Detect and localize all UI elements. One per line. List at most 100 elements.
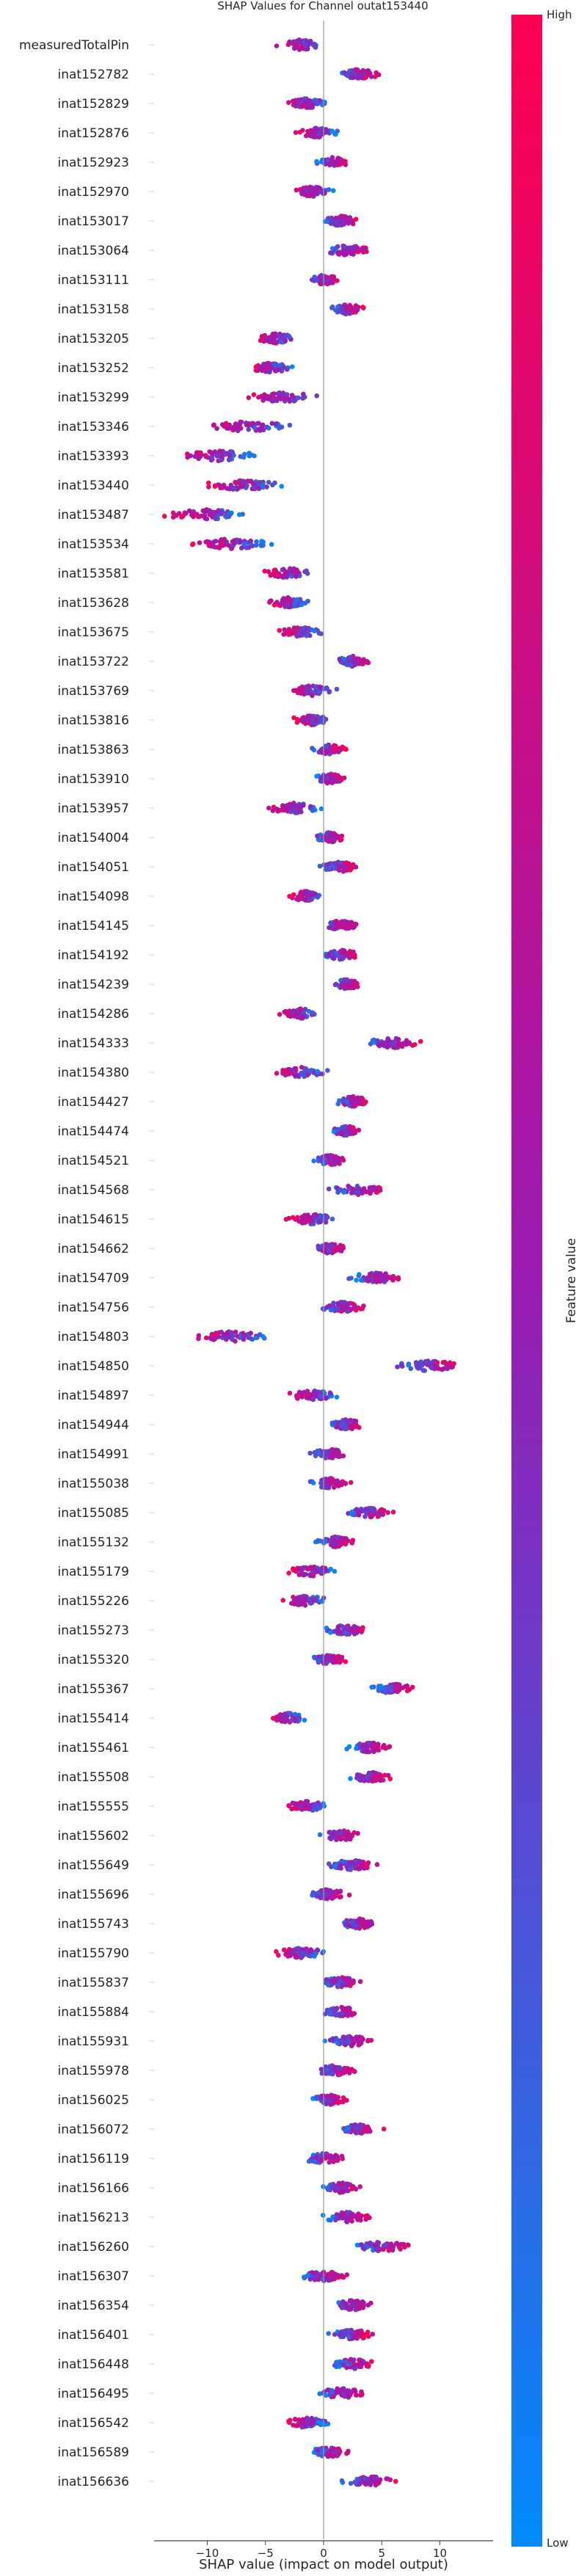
shap-point	[161, 514, 167, 519]
shap-point	[429, 1365, 434, 1370]
shap-point	[338, 1862, 343, 1868]
shap-point	[338, 1836, 343, 1842]
shap-point	[324, 1449, 329, 1455]
shap-point	[340, 1624, 346, 1629]
shap-point	[213, 539, 219, 544]
feature-label: inat155602	[58, 1829, 129, 1844]
feature-row-points	[326, 1183, 383, 1197]
shap-point	[368, 74, 374, 79]
shap-point	[302, 1717, 307, 1723]
shap-point	[301, 1565, 307, 1571]
shap-point	[353, 217, 359, 222]
shap-point	[313, 277, 319, 283]
shap-point	[357, 1917, 362, 1923]
shap-point	[351, 2335, 357, 2340]
feature-row-points	[293, 125, 340, 139]
feature-label: inat154145	[58, 919, 129, 934]
shap-point	[197, 454, 203, 459]
shap-point	[361, 1303, 366, 1309]
shap-point	[264, 336, 270, 342]
shap-point	[338, 1655, 343, 1660]
feature-label: inat156636	[58, 2475, 129, 2489]
shap-point	[354, 1098, 359, 1104]
shap-point	[327, 2160, 332, 2165]
feature-label: inat153299	[58, 390, 129, 405]
shap-point	[440, 1360, 446, 1365]
feature-row-points	[337, 653, 371, 669]
shap-point	[267, 599, 273, 604]
feature-row-points	[280, 1593, 327, 1608]
feature-label: inat155132	[58, 1535, 129, 1550]
feature-row-points	[262, 566, 310, 580]
shap-point	[274, 1949, 279, 1954]
shap-point	[338, 1979, 343, 1984]
feature-label: inat155743	[58, 1917, 129, 1932]
shap-point	[351, 1125, 356, 1130]
shap-point	[302, 1006, 308, 1012]
shap-point	[351, 252, 356, 257]
shap-point	[288, 628, 294, 633]
shap-point	[329, 839, 334, 844]
feature-row-points	[354, 2240, 411, 2254]
feature-label: inat155649	[58, 1858, 129, 1873]
shap-point	[212, 449, 218, 454]
shap-point	[270, 338, 275, 344]
shap-point	[337, 2064, 343, 2070]
data-points	[161, 37, 456, 2488]
shap-point	[310, 693, 315, 699]
shap-point	[343, 2040, 348, 2045]
shap-point	[206, 480, 211, 486]
shap-point	[352, 952, 357, 958]
shap-point	[326, 862, 332, 867]
shap-point	[229, 1332, 235, 1337]
shap-point	[337, 2182, 343, 2187]
shap-point	[296, 1717, 302, 1723]
shap-point	[325, 2187, 331, 2192]
shap-point	[335, 2273, 340, 2278]
shap-point	[299, 1951, 305, 1956]
feature-row-points	[246, 390, 320, 404]
shap-point	[252, 425, 258, 431]
shap-point	[279, 424, 285, 430]
shap-point	[335, 2158, 340, 2164]
shap-point	[373, 74, 378, 79]
shap-point	[170, 510, 176, 516]
feature-row-points	[274, 37, 318, 52]
shap-point	[315, 101, 321, 106]
feature-label: inat152923	[58, 156, 129, 170]
shap-point	[276, 367, 282, 372]
shap-point	[212, 483, 218, 488]
shap-point	[256, 395, 261, 400]
shap-point	[412, 1042, 418, 1047]
shap-point	[293, 100, 298, 105]
shap-point	[353, 67, 358, 73]
shap-point	[323, 743, 329, 749]
shap-point	[320, 273, 325, 279]
shap-point	[230, 487, 236, 492]
feature-row-points	[327, 1858, 380, 1872]
shap-point	[227, 456, 233, 462]
shap-point	[332, 2332, 338, 2337]
shap-point	[327, 867, 332, 872]
feature-row-points	[190, 536, 274, 551]
shap-point	[312, 1954, 317, 1959]
shap-point	[379, 1685, 384, 1691]
shap-point	[353, 981, 358, 986]
shap-point	[197, 540, 203, 545]
shap-point	[339, 1423, 344, 1429]
shap-point	[419, 1363, 425, 1368]
shap-point	[372, 1743, 378, 1749]
shap-point	[311, 1389, 317, 1394]
shap-point	[231, 453, 236, 458]
shap-point	[365, 659, 370, 664]
shap-point	[395, 1364, 400, 1369]
shap-point	[328, 250, 333, 255]
shap-point	[349, 1190, 354, 1196]
shap-point	[293, 103, 299, 109]
feature-row-points	[317, 1828, 360, 1842]
shap-point	[313, 2095, 319, 2100]
shap-point	[300, 128, 305, 133]
shap-point	[332, 2277, 338, 2282]
feature-row-points	[346, 1505, 396, 1520]
shap-point	[400, 1364, 405, 1369]
